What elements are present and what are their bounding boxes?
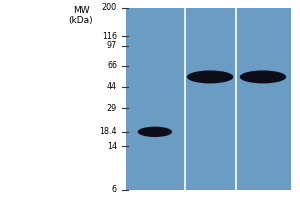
Text: 14: 14 [107,142,117,151]
Text: 66: 66 [107,61,117,70]
Text: 6: 6 [112,186,117,194]
Bar [126,8,291,190]
Text: MW
(kDa): MW (kDa) [69,6,93,25]
Text: 29: 29 [107,104,117,113]
Text: 97: 97 [107,41,117,50]
Text: 116: 116 [102,32,117,41]
Ellipse shape [240,70,286,83]
Ellipse shape [187,70,233,83]
Text: 18.4: 18.4 [100,127,117,136]
Text: 44: 44 [107,82,117,91]
Ellipse shape [138,127,172,137]
Text: 200: 200 [102,3,117,12]
